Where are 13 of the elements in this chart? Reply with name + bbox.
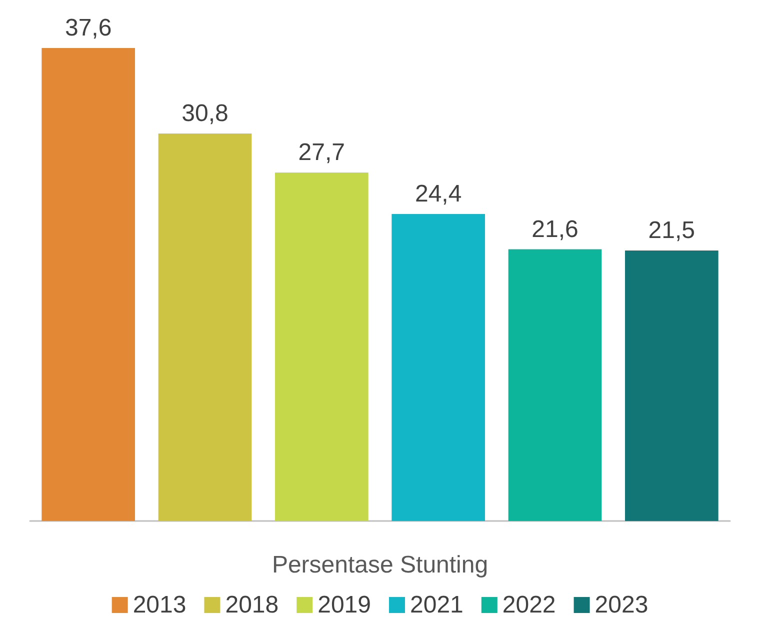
legend-label: 2021 <box>410 592 464 618</box>
legend-label: 2022 <box>502 592 556 618</box>
data-label: 27,7 <box>298 139 346 166</box>
x-axis-title: Persentase Stunting <box>272 552 488 578</box>
legend-label: 2013 <box>132 592 186 618</box>
legend-label: 2018 <box>225 592 279 618</box>
data-label: 30,8 <box>182 100 228 128</box>
data-label: 21,5 <box>648 217 696 244</box>
legend-label: 2023 <box>594 592 648 618</box>
legend-label: 2019 <box>318 592 371 618</box>
data-label: 21,6 <box>532 216 578 243</box>
data-label: 24,4 <box>414 180 462 208</box>
data-label: 37,6 <box>64 14 112 42</box>
